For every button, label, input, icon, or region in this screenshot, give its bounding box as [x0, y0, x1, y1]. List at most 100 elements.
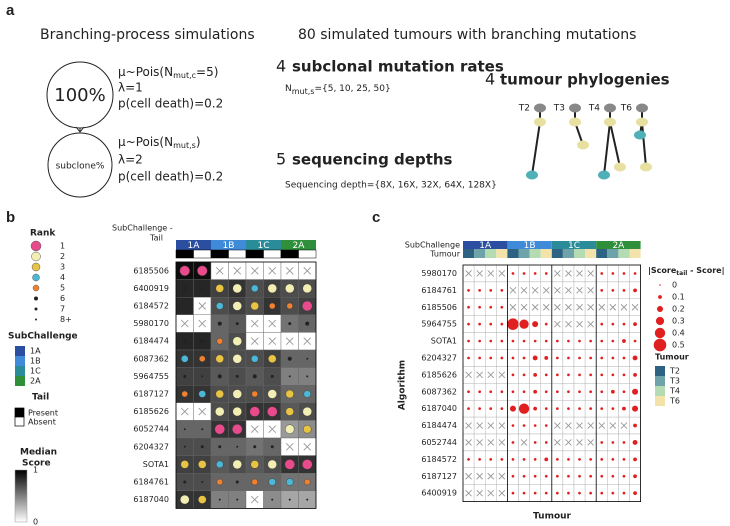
- legend-label: 0.1: [672, 293, 685, 302]
- section-title: 80 simulated tumours with branching muta…: [298, 27, 636, 43]
- absent-cross: [285, 337, 294, 346]
- row-label: 5980170: [421, 269, 457, 278]
- diff-dot: [632, 440, 638, 445]
- diff-dot: [589, 491, 593, 495]
- absent-cross: [498, 422, 506, 429]
- diff-dot: [622, 289, 626, 292]
- absent-cross: [554, 270, 561, 277]
- diff-dot: [611, 272, 615, 275]
- diff-dot: [578, 390, 581, 394]
- row-label: 6184474: [421, 421, 457, 430]
- tail-band: [175, 249, 194, 259]
- diff-dot: [633, 491, 637, 496]
- param-part: =5): [196, 65, 218, 79]
- diff-dot: [556, 458, 559, 461]
- diff-dot: [533, 389, 538, 394]
- rank-dot: [304, 478, 311, 486]
- tree-node: [577, 140, 589, 150]
- tree-node: [614, 162, 626, 172]
- diff-dot: [600, 373, 604, 377]
- diff-dot: [489, 322, 493, 326]
- absent-cross: [587, 439, 594, 446]
- rank-dot: [215, 354, 224, 363]
- legend-swatch: [14, 407, 25, 418]
- diff-dot: [467, 458, 470, 461]
- rank-dot: [200, 286, 204, 290]
- diff-dot: [509, 405, 516, 412]
- row-label: 6087362: [133, 354, 169, 363]
- absent-cross: [180, 407, 189, 416]
- diff-dot: [567, 339, 570, 343]
- row-label: 6400919: [421, 489, 457, 498]
- diff-dot: [567, 474, 570, 478]
- legend-swatch: [655, 376, 665, 386]
- rank-dot: [215, 406, 225, 417]
- title-part: - Score|: [687, 266, 724, 275]
- absent-cross: [554, 303, 561, 311]
- absent-cross: [268, 319, 277, 328]
- rank-dot: [302, 406, 312, 417]
- diff-dot: [500, 390, 504, 394]
- diff-dot: [467, 305, 470, 309]
- diff-dot: [522, 424, 526, 427]
- legend-title: Tumour: [655, 353, 689, 362]
- legend-tick: 0: [33, 518, 38, 526]
- rank-dot: [285, 424, 295, 434]
- legend-label: 0.2: [672, 305, 685, 314]
- param-part: ): [196, 135, 201, 149]
- tree-label: T2: [518, 104, 530, 114]
- diff-dot: [522, 390, 526, 394]
- diff-dot: [600, 407, 604, 410]
- absent-cross: [487, 489, 495, 497]
- rank-swatch: [35, 318, 37, 321]
- subchallenge-label: 2A: [293, 241, 306, 251]
- rank-dot: [183, 305, 186, 307]
- diff-dot: [500, 339, 504, 343]
- tree-node: [604, 117, 616, 127]
- diff-dot: [489, 407, 493, 410]
- absent-cross: [268, 266, 277, 275]
- rank-swatch: [32, 273, 40, 282]
- diff-dot: [544, 491, 548, 495]
- definition: Nmut,s={5, 10, 25, 50}: [285, 84, 391, 96]
- tumour-band: [551, 249, 563, 258]
- rank-dot: [216, 302, 224, 310]
- absent-cross: [250, 495, 259, 504]
- diff-dot: [622, 339, 626, 343]
- rank-dot: [269, 302, 276, 310]
- header-label: Tail: [149, 234, 163, 243]
- diff-dot: [518, 403, 530, 414]
- diff-dot: [544, 322, 548, 326]
- diff-dot: [578, 491, 581, 495]
- absent-cross: [509, 287, 517, 294]
- diff-dot: [544, 457, 549, 462]
- diff-dot: [511, 491, 515, 495]
- grid-frame: [175, 261, 317, 509]
- diff-dot: [522, 272, 526, 275]
- param: λ=2: [118, 153, 143, 167]
- diff-dot: [544, 356, 549, 360]
- diff-dot: [556, 491, 559, 495]
- absent-cross: [476, 270, 483, 277]
- rank-dot: [250, 301, 259, 311]
- row-label: 6204327: [133, 442, 169, 451]
- diff-dot: [633, 339, 637, 343]
- absent-cross: [587, 422, 594, 429]
- tree-node: [569, 103, 581, 113]
- absent-cross: [487, 371, 495, 379]
- tumour-band: [463, 249, 475, 258]
- rank-dot: [180, 460, 189, 469]
- param: p(cell death)=0.2: [118, 97, 223, 111]
- rank-dot: [267, 459, 277, 470]
- score-gradient: [14, 469, 28, 523]
- diff-dot: [567, 407, 570, 410]
- rank-dot: [251, 390, 258, 398]
- diff-dot: [611, 289, 615, 292]
- diff-dot: [511, 424, 515, 427]
- tumour-band: [529, 249, 541, 258]
- row-label: 6052744: [421, 438, 457, 447]
- rank-dot: [218, 445, 222, 449]
- diff-dot: [556, 474, 559, 478]
- diff-dot: [544, 373, 548, 377]
- absent-cross: [576, 320, 583, 328]
